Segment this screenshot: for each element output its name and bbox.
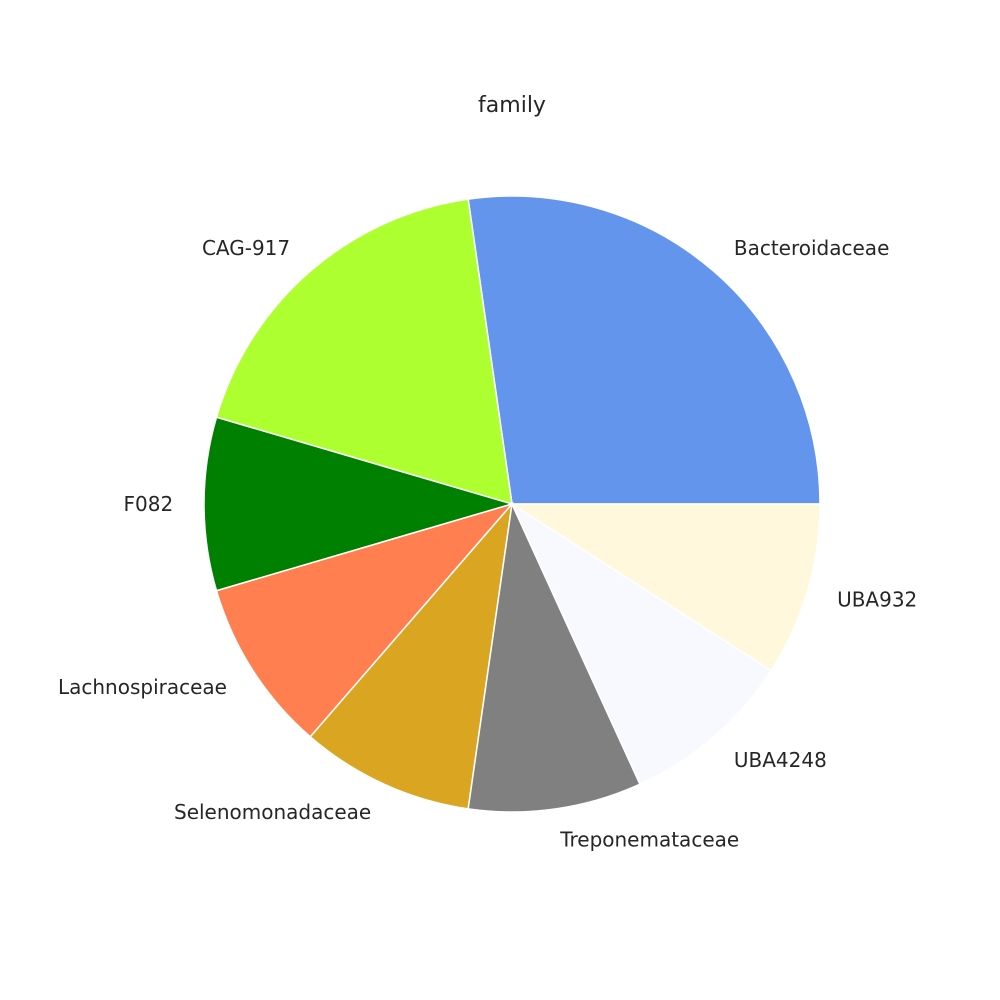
slice-label-uba932: UBA932 (837, 587, 917, 611)
slice-label-bacteroidaceae: Bacteroidaceae (734, 236, 890, 260)
pie-slice-f082 (203, 416, 515, 592)
pie-slice-treponemataceae (467, 501, 641, 813)
slice-label-cag-917: CAG-917 (202, 236, 290, 260)
chart-title: family (478, 93, 546, 118)
pie-slice-uba4248 (510, 501, 773, 786)
pie-slice-uba932 (509, 503, 821, 672)
pie-slice-bacteroidaceae (467, 195, 821, 505)
pie-slice-cag-917 (215, 198, 513, 506)
pie-slice-lachnospiraceae (215, 502, 515, 738)
slice-label-f082: F082 (124, 492, 174, 516)
slice-label-treponemataceae: Treponemataceae (559, 827, 739, 851)
slice-label-lachnospiraceae: Lachnospiraceae (58, 675, 227, 699)
pie-labels: Bacteroidaceae CAG-917 F082 Lachnospiraceae… (58, 236, 917, 851)
pie-slices (203, 195, 821, 813)
slice-label-uba4248: UBA4248 (734, 748, 827, 772)
slice-label-selenomonadaceae: Selenomonadaceae (174, 800, 371, 824)
pie-slice-selenomonadaceae (309, 501, 514, 810)
